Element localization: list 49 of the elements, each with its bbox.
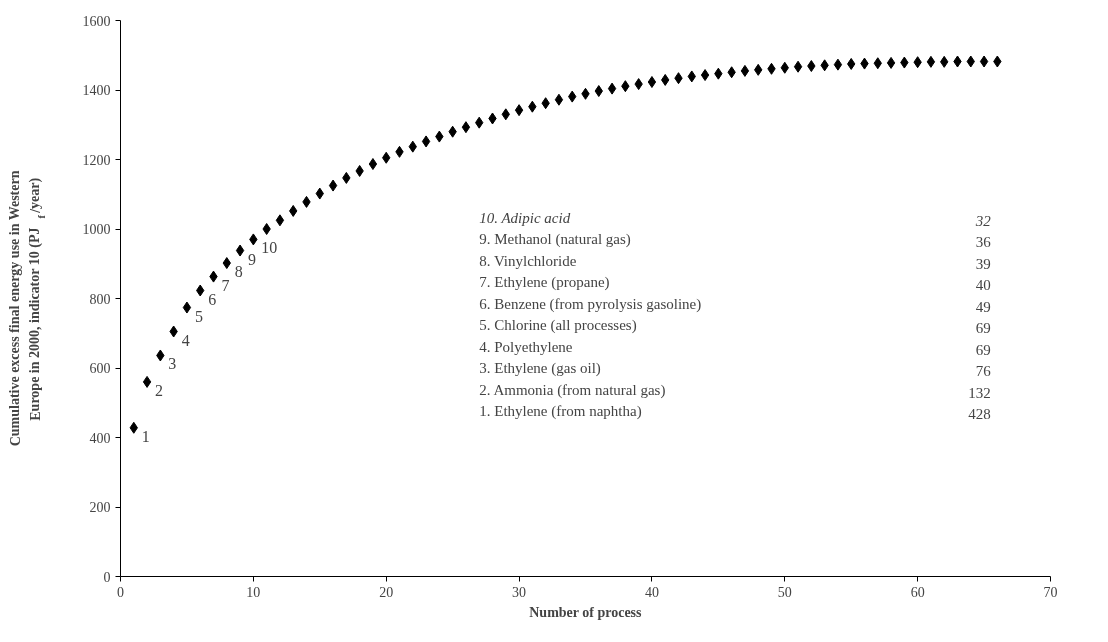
y-tick-label: 1400 — [82, 83, 111, 98]
annotation: 7 — [221, 276, 230, 294]
annotation: 1. Ethylene (from naphtha) — [479, 403, 642, 421]
y-tick-label: 600 — [89, 361, 111, 376]
annotation: 132 — [968, 384, 991, 401]
annotation: 6. Benzene (from pyrolysis gasoline) — [479, 295, 702, 313]
annotation: 49 — [975, 298, 991, 315]
annotation: 7. Ethylene (propane) — [479, 274, 610, 292]
x-tick-label: 30 — [512, 584, 527, 600]
y-axis-title: Cumulative excess final energy use in Western Europe in 2000, indicator 10 (PJf/year) — [7, 170, 47, 447]
x-axis-title: Number of process — [529, 604, 643, 620]
annotation: 428 — [968, 406, 991, 423]
annotation: 2. Ammonia (from natural gas) — [479, 381, 666, 399]
x-tick-label: 70 — [1043, 584, 1058, 600]
annotation: 5. Chlorine (all processes) — [479, 317, 637, 335]
y-tick-label: 1000 — [82, 222, 111, 237]
x-tick-label: 50 — [777, 584, 792, 600]
annotation: 69 — [975, 341, 991, 358]
annotation: 6 — [208, 290, 217, 308]
annotation: 8 — [234, 263, 243, 281]
annotation: 10 — [261, 239, 278, 257]
annotation: 32 — [974, 212, 992, 229]
y-tick-label: 0 — [103, 569, 111, 585]
y-tick-label: 1200 — [82, 152, 111, 168]
x-tick-label: 0 — [117, 584, 124, 600]
annotation: 5 — [194, 307, 203, 325]
annotation: 8. Vinylchloride — [479, 252, 577, 269]
annotation: 4. Polyethylene — [479, 338, 573, 355]
y-tick-label: 800 — [89, 291, 111, 307]
x-tick-label: 10 — [246, 584, 261, 600]
annotation: 69 — [975, 320, 991, 337]
annotation: 3 — [168, 355, 177, 373]
annotation: 9 — [248, 250, 257, 268]
x-tick-label: 20 — [379, 584, 394, 600]
x-tick-label: 40 — [644, 584, 659, 600]
annotation: 39 — [975, 255, 991, 272]
annotation: 4 — [181, 331, 190, 349]
annotation: 3. Ethylene (gas oil) — [479, 360, 601, 378]
annotation: 36 — [975, 234, 992, 251]
annotation: 2 — [155, 381, 164, 399]
y-tick-label: 400 — [89, 430, 111, 446]
x-tick-label: 60 — [910, 584, 925, 600]
annotation: 9. Methanol (natural gas) — [479, 231, 631, 249]
annotation: 1 — [141, 427, 150, 445]
y-tick-label: 1600 — [82, 13, 111, 29]
annotation: 40 — [975, 277, 991, 294]
y-tick-label: 200 — [89, 500, 111, 515]
annotation: 76 — [975, 363, 992, 380]
annotation: 10. Adipic acid — [479, 209, 571, 226]
